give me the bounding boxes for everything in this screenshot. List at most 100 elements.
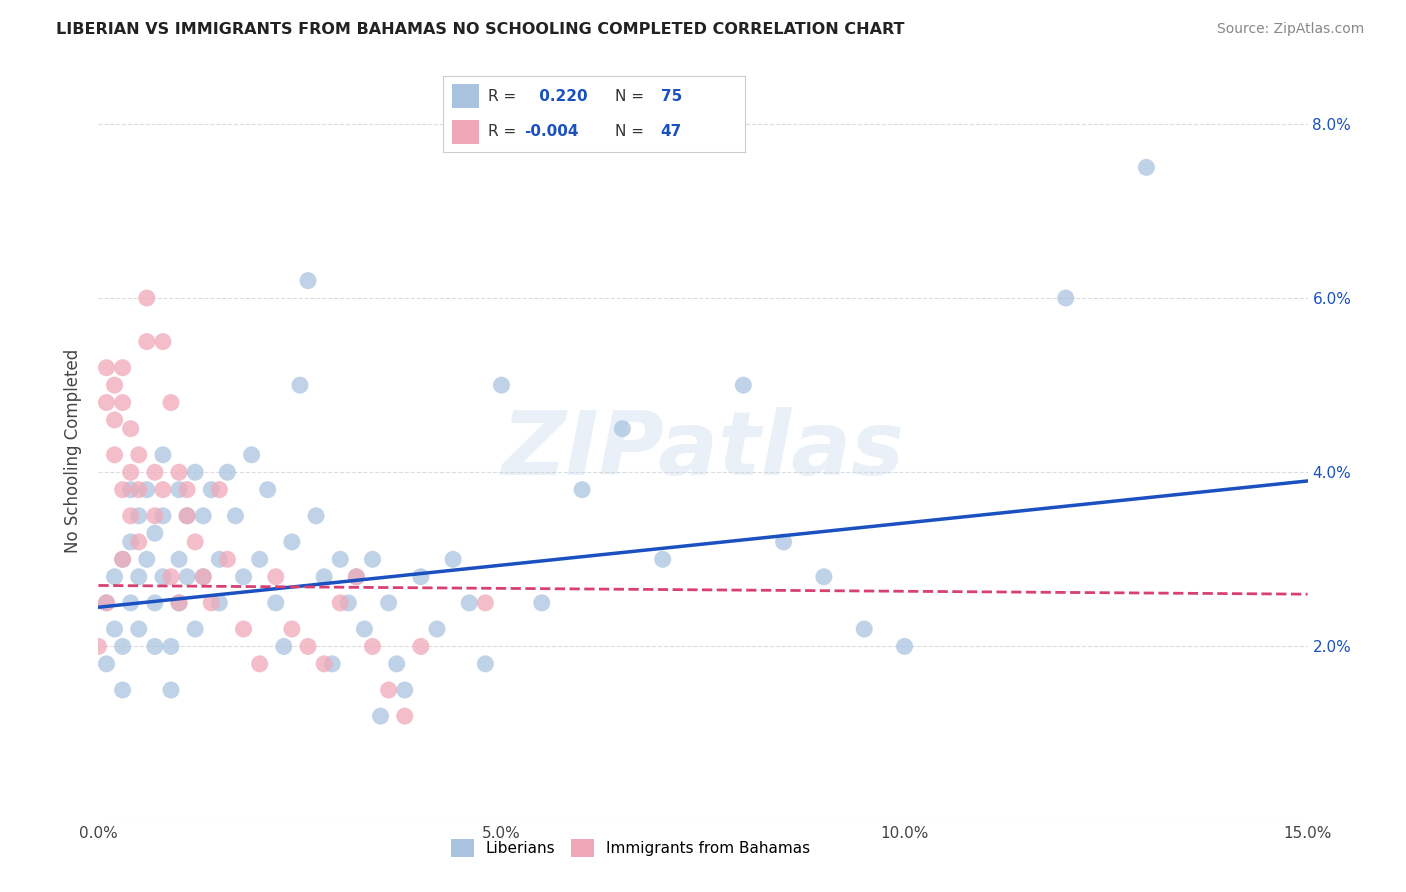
Point — [361, 552, 384, 566]
Text: R =: R = — [488, 89, 516, 103]
Point — [111, 552, 134, 566]
Point — [441, 552, 464, 566]
Point — [200, 483, 222, 497]
Point — [143, 640, 166, 654]
Point — [409, 640, 432, 654]
Point — [361, 640, 384, 654]
Point — [135, 334, 157, 349]
Point — [128, 483, 150, 497]
Point — [474, 657, 496, 671]
Point — [1135, 161, 1157, 175]
Point — [208, 552, 231, 566]
Point — [103, 378, 125, 392]
Point — [103, 413, 125, 427]
Point — [321, 657, 343, 671]
Point — [394, 709, 416, 723]
Point — [160, 683, 183, 698]
Point — [314, 570, 336, 584]
Point — [344, 570, 367, 584]
Point — [152, 570, 174, 584]
Text: -0.004: -0.004 — [524, 124, 579, 139]
Point — [152, 508, 174, 523]
Point — [111, 483, 134, 497]
Bar — [451, 84, 479, 109]
Point — [314, 657, 336, 671]
Point — [176, 570, 198, 584]
Point — [288, 378, 311, 392]
Point — [426, 622, 449, 636]
Text: 47: 47 — [661, 124, 682, 139]
Point — [111, 640, 134, 654]
Point — [176, 483, 198, 497]
Point — [128, 622, 150, 636]
Point — [135, 552, 157, 566]
Point — [305, 508, 328, 523]
Point — [160, 395, 183, 409]
Point — [96, 657, 118, 671]
Bar — [451, 120, 479, 144]
Point — [128, 448, 150, 462]
Point — [120, 483, 142, 497]
Point — [96, 596, 118, 610]
Point — [249, 552, 271, 566]
Point — [893, 640, 915, 654]
Point — [240, 448, 263, 462]
Point — [120, 465, 142, 479]
Point — [344, 570, 367, 584]
Point — [152, 483, 174, 497]
Point — [152, 334, 174, 349]
Point — [385, 657, 408, 671]
Point — [264, 570, 287, 584]
Point — [394, 683, 416, 698]
Point — [96, 596, 118, 610]
Point — [128, 508, 150, 523]
Point — [353, 622, 375, 636]
Point — [329, 596, 352, 610]
Point — [377, 683, 399, 698]
Point — [224, 508, 246, 523]
Legend: Liberians, Immigrants from Bahamas: Liberians, Immigrants from Bahamas — [443, 831, 818, 865]
Point — [208, 483, 231, 497]
Point — [143, 465, 166, 479]
Point — [377, 596, 399, 610]
Point — [120, 508, 142, 523]
Text: 0.220: 0.220 — [534, 89, 588, 103]
Point — [184, 622, 207, 636]
Point — [96, 360, 118, 375]
Point — [571, 483, 593, 497]
Point — [813, 570, 835, 584]
Point — [184, 535, 207, 549]
Point — [96, 395, 118, 409]
Point — [167, 483, 190, 497]
Point — [232, 622, 254, 636]
Point — [297, 274, 319, 288]
Point — [176, 508, 198, 523]
Point — [458, 596, 481, 610]
Point — [87, 640, 110, 654]
Text: LIBERIAN VS IMMIGRANTS FROM BAHAMAS NO SCHOOLING COMPLETED CORRELATION CHART: LIBERIAN VS IMMIGRANTS FROM BAHAMAS NO S… — [56, 22, 904, 37]
Point — [128, 535, 150, 549]
Text: R =: R = — [488, 124, 516, 139]
Point — [273, 640, 295, 654]
Y-axis label: No Schooling Completed: No Schooling Completed — [65, 349, 83, 552]
Point — [193, 570, 215, 584]
Point — [853, 622, 876, 636]
Point — [135, 291, 157, 305]
Point — [409, 570, 432, 584]
Point — [297, 640, 319, 654]
Point — [160, 640, 183, 654]
Point — [167, 552, 190, 566]
Point — [143, 526, 166, 541]
Point — [337, 596, 360, 610]
Point — [232, 570, 254, 584]
Point — [111, 683, 134, 698]
Point — [249, 657, 271, 671]
Point — [167, 596, 190, 610]
Text: ZIPatlas: ZIPatlas — [502, 407, 904, 494]
Point — [491, 378, 513, 392]
Point — [160, 570, 183, 584]
Point — [256, 483, 278, 497]
Text: N =: N = — [616, 89, 644, 103]
Point — [612, 422, 634, 436]
Point — [733, 378, 755, 392]
